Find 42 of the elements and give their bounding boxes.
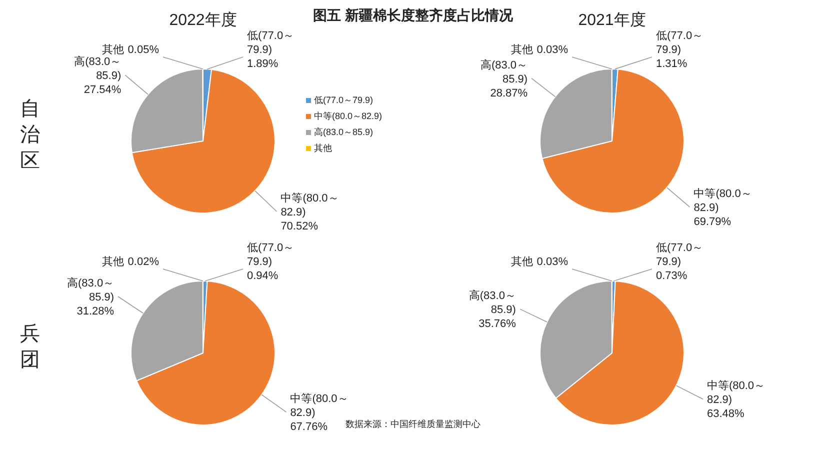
data-label: 27.54% bbox=[84, 84, 122, 96]
data-label: 1.89% bbox=[247, 58, 278, 70]
slice-label: 其他 bbox=[102, 43, 124, 56]
data-label: 1.31% bbox=[656, 58, 688, 70]
data-label: 70.52% bbox=[280, 220, 318, 233]
slice-label: 中等(80.0～82.9) bbox=[694, 187, 752, 214]
slice-label: 其他 bbox=[510, 43, 533, 56]
slice-label: 低(77.0～79.9) bbox=[247, 242, 294, 268]
text: 兵团 bbox=[20, 323, 40, 371]
slice-label: 中等(80.0～82.9) bbox=[706, 379, 766, 406]
legend-label: 中等(80.0～82.9) bbox=[314, 111, 382, 121]
slice-label: 低(77.0～79.9) bbox=[656, 242, 704, 268]
slice-label: 中等(80.0～82.9) bbox=[280, 192, 339, 219]
slice-label: 高(83.0～85.9) bbox=[66, 276, 114, 304]
data-label: 35.76% bbox=[478, 318, 516, 330]
source-note: 数据来源：中国纤维质量监测中心 bbox=[346, 419, 480, 429]
text: 自治区 bbox=[20, 98, 40, 172]
legend-label: 低(77.0～79.9) bbox=[314, 95, 374, 105]
data-label: 69.79% bbox=[694, 216, 732, 228]
data-label: 67.76% bbox=[290, 421, 328, 434]
slice-label: 其他 bbox=[102, 255, 124, 268]
text: 图五 新疆棉长度整齐度占比情况 bbox=[313, 7, 514, 23]
legend-label: 其他 bbox=[314, 143, 332, 153]
slice-label: 低(77.0～79.9) bbox=[656, 30, 704, 56]
slice-label: 其他 bbox=[510, 255, 533, 268]
legend-label: 高(83.0～85.9) bbox=[314, 127, 374, 137]
slice-label: 低(77.0～79.9) bbox=[247, 30, 294, 56]
data-label: 0.03% bbox=[536, 44, 568, 56]
chart-title: 2022年度 bbox=[169, 11, 237, 29]
chart-title: 2021年度 bbox=[578, 11, 646, 29]
data-label: 63.48% bbox=[706, 408, 744, 420]
data-label: 0.94% bbox=[247, 270, 278, 282]
data-label: 0.03% bbox=[536, 256, 568, 268]
slice-label: 高(83.0～85.9) bbox=[480, 58, 528, 86]
data-label: 0.73% bbox=[656, 270, 688, 282]
data-label: 28.87% bbox=[490, 87, 528, 100]
data-label: 31.28% bbox=[76, 306, 114, 318]
slice-label: 高(83.0～85.9) bbox=[468, 289, 516, 316]
slice-label: 高(83.0～85.9) bbox=[74, 55, 122, 82]
data-label: 0.02% bbox=[128, 256, 160, 268]
slice-label: 中等(80.0～82.9) bbox=[290, 392, 348, 420]
data-label: 0.05% bbox=[128, 44, 160, 56]
